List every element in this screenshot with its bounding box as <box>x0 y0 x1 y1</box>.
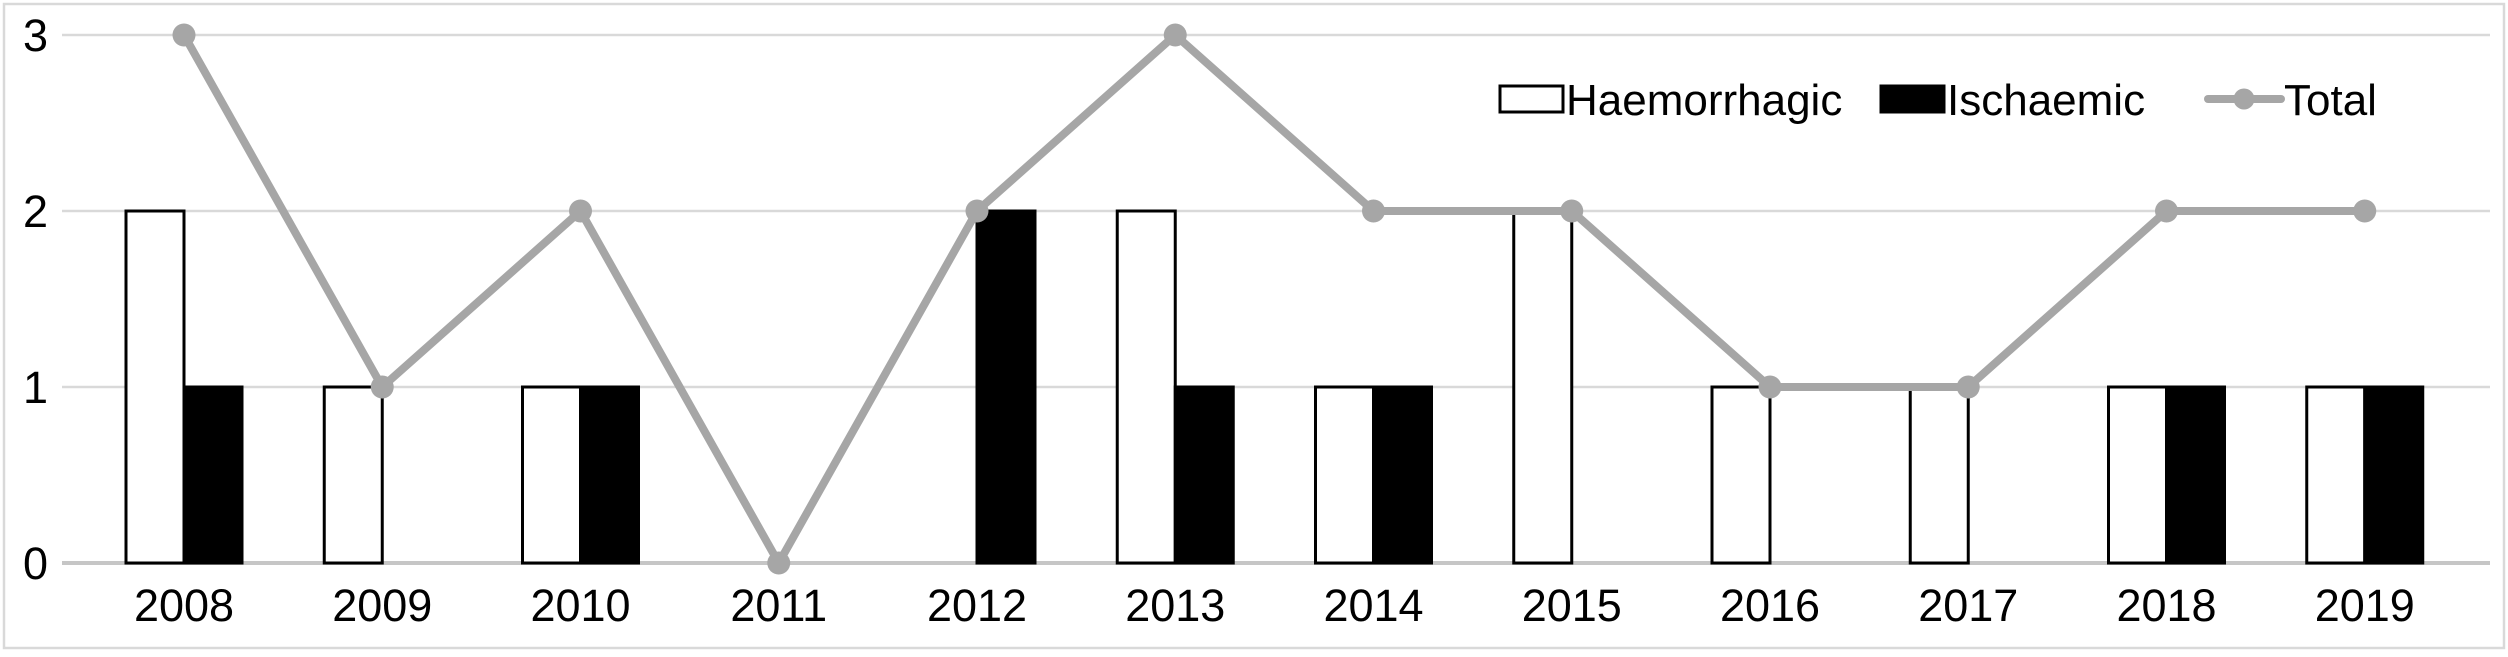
y-axis-label-0: 0 <box>23 538 48 589</box>
total-marker-2009 <box>370 375 394 399</box>
total-marker-2017 <box>1956 375 1980 399</box>
x-axis-label-2017: 2017 <box>1918 580 2018 631</box>
bar-ischaemic-2018 <box>2165 385 2226 565</box>
bar-ischaemic-2013 <box>1173 385 1235 565</box>
x-axis-label-2015: 2015 <box>1522 580 1622 631</box>
bar-ischaemic-2014 <box>1372 385 1433 565</box>
bar-haemorrhagic-2008 <box>124 209 186 565</box>
bar-haemorrhagic-2009 <box>322 385 384 565</box>
total-line <box>180 31 2369 567</box>
total-marker-2011 <box>767 551 791 575</box>
bar-haemorrhagic-2016 <box>1710 385 1772 565</box>
total-marker-2012 <box>965 199 989 223</box>
bar-haemorrhagic-2018 <box>2107 385 2168 565</box>
bar-ischaemic-2019 <box>2363 385 2425 565</box>
legend-label-total: Total <box>2284 76 2377 125</box>
legend-swatch-ischaemic <box>1879 84 1946 114</box>
y-axis-label-3: 3 <box>23 10 48 61</box>
legend-label-ischaemic: Ischaemic <box>1947 76 2145 125</box>
total-marker-2016 <box>1758 375 1782 399</box>
total-marker-2013 <box>1163 23 1187 47</box>
y-axis-label-2: 2 <box>23 186 48 237</box>
x-axis-label-2009: 2009 <box>332 580 432 631</box>
total-marker-2015 <box>1560 199 1584 223</box>
total-marker-2008 <box>172 23 196 47</box>
bar-haemorrhagic-2015 <box>1512 209 1574 565</box>
bar-haemorrhagic-2014 <box>1314 385 1375 565</box>
x-axis-label-2016: 2016 <box>1720 580 1820 631</box>
x-axis-label-2008: 2008 <box>134 580 234 631</box>
y-axis-label-1: 1 <box>23 362 48 413</box>
legend-marker-total <box>2233 88 2255 110</box>
bar-haemorrhagic-2019 <box>2305 385 2367 565</box>
total-marker-2010 <box>569 199 592 223</box>
legend: Haemorrhagic Ischaemic Total <box>1498 76 2377 125</box>
x-axis-label-2019: 2019 <box>2315 580 2415 631</box>
x-axis-label-2011: 2011 <box>730 580 827 631</box>
bar-haemorrhagic-2017 <box>1908 385 1970 565</box>
bar-ischaemic-2010 <box>579 385 640 565</box>
x-axis-label-2014: 2014 <box>1323 580 1423 631</box>
x-axis-label-2013: 2013 <box>1125 580 1225 631</box>
bar-ischaemic-2012 <box>975 209 1037 565</box>
total-marker-2014 <box>1362 199 1385 223</box>
bar-haemorrhagic-2013 <box>1115 209 1177 565</box>
total-marker-2018 <box>2155 199 2178 223</box>
legend-label-haemorrhagic: Haemorrhagic <box>1566 76 1842 125</box>
x-axis-label-2018: 2018 <box>2116 580 2216 631</box>
x-axis-label-2010: 2010 <box>530 580 630 631</box>
bar-ischaemic-2008 <box>182 385 244 565</box>
bar-haemorrhagic-2010 <box>521 385 582 565</box>
total-marker-2019 <box>2353 199 2377 223</box>
legend-swatch-haemorrhagic <box>1498 84 1565 114</box>
x-axis-label-2012: 2012 <box>927 580 1027 631</box>
